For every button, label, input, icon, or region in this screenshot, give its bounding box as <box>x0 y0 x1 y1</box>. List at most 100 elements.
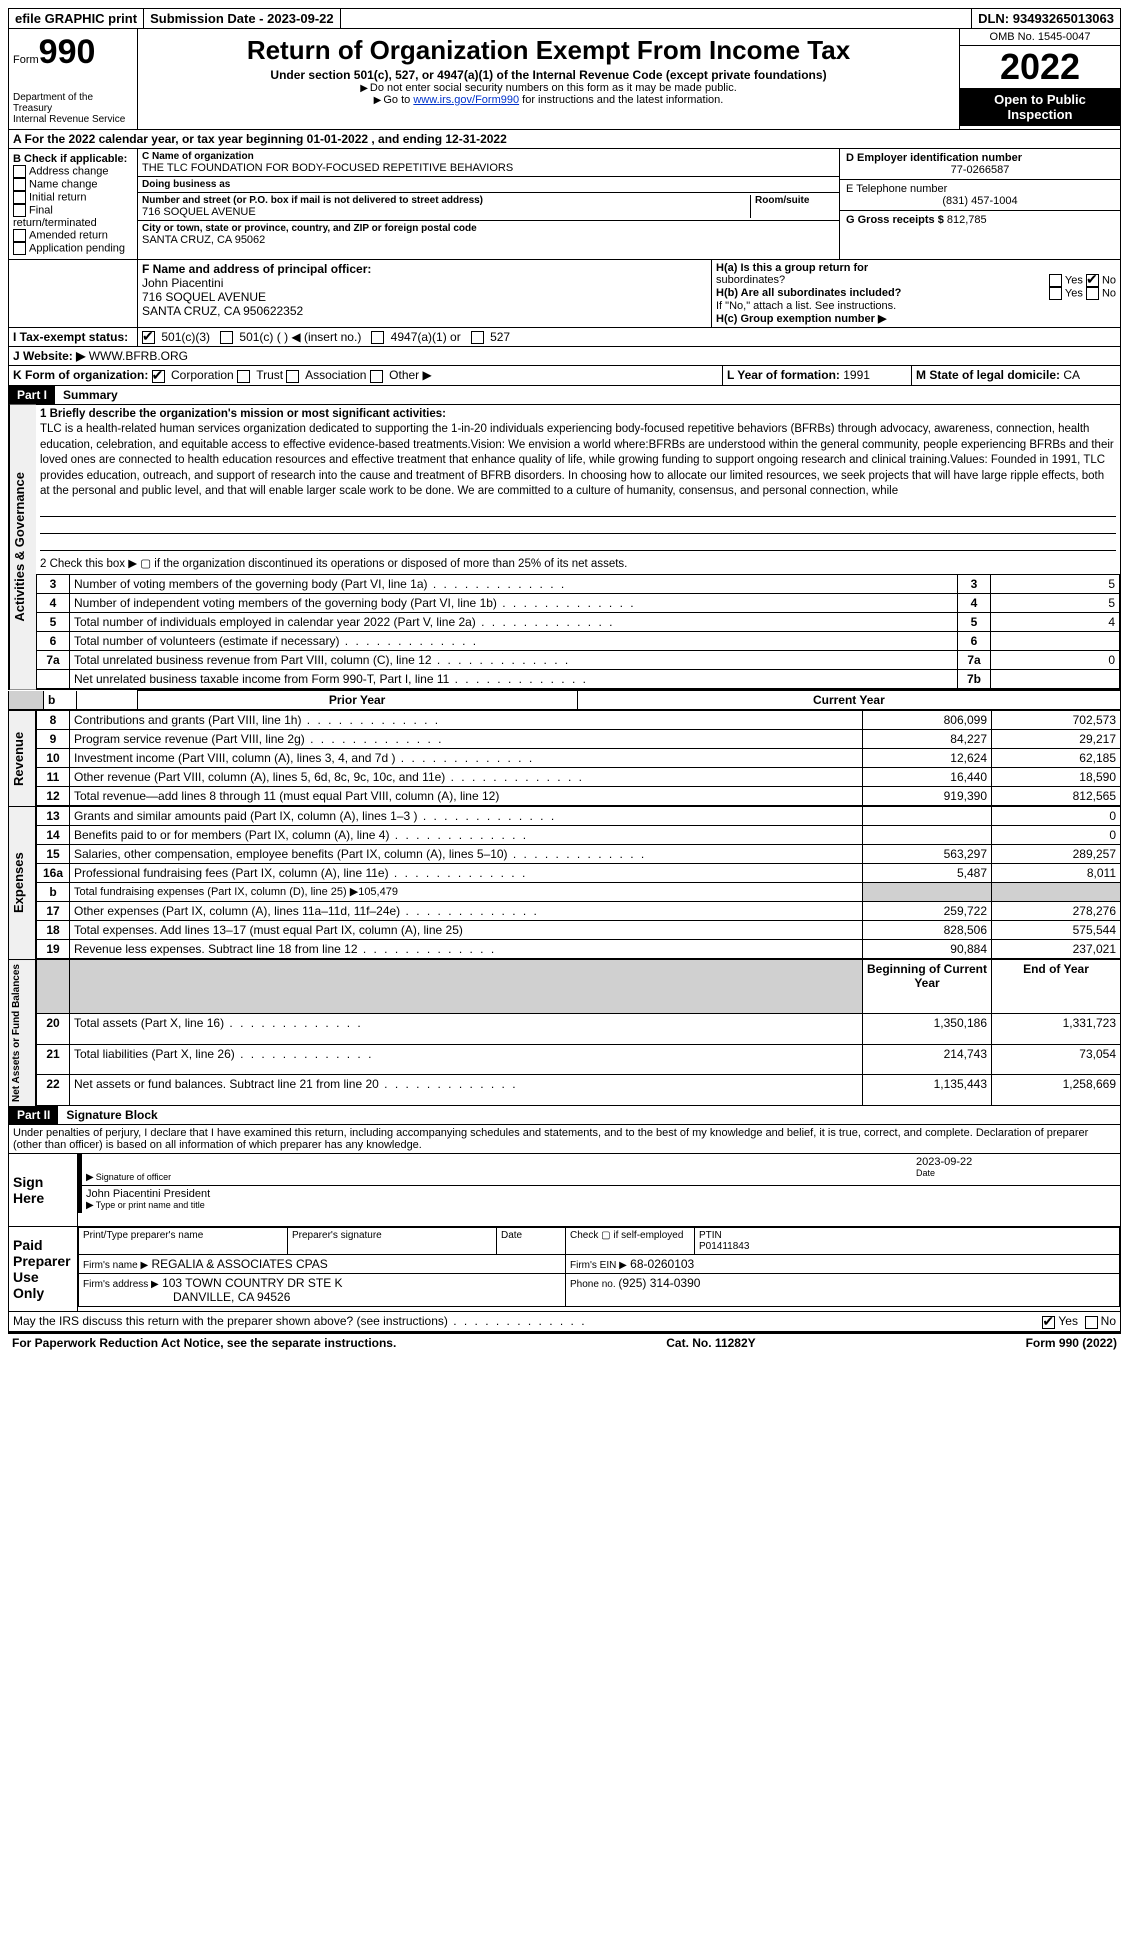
table-row: 12Total revenue—add lines 8 through 11 (… <box>37 787 1121 806</box>
form-header: Form990 Department of the Treasury Inter… <box>8 29 1121 130</box>
ptin: P01411843 <box>699 1241 749 1252</box>
check-other[interactable] <box>370 370 383 383</box>
table-row: 19Revenue less expenses. Subtract line 1… <box>37 940 1121 959</box>
city-state-zip: SANTA CRUZ, CA 95062 <box>142 234 835 246</box>
check-amended[interactable] <box>13 229 26 242</box>
check-assoc[interactable] <box>286 370 299 383</box>
check-name-change[interactable] <box>13 178 26 191</box>
table-row: 11Other revenue (Part VIII, column (A), … <box>37 768 1121 787</box>
row-f-h: F Name and address of principal officer:… <box>8 260 1121 328</box>
revenue-section: Revenue 8Contributions and grants (Part … <box>8 710 1121 806</box>
table-row: 15Salaries, other compensation, employee… <box>37 845 1121 864</box>
sign-here-section: Sign Here Signature of officer 2023-09-2… <box>8 1154 1121 1227</box>
governance-table: 3Number of voting members of the governi… <box>36 574 1120 689</box>
table-row: 3Number of voting members of the governi… <box>37 575 1120 594</box>
year-formation: 1991 <box>843 368 870 382</box>
vert-activities: Activities & Governance <box>9 405 36 690</box>
discuss-yes[interactable] <box>1042 1316 1055 1329</box>
goto-note: Go to www.irs.gov/Form990 for instructio… <box>146 94 951 106</box>
firm-ein: 68-0260103 <box>630 1257 694 1271</box>
check-527[interactable] <box>471 331 484 344</box>
table-row: 9Program service revenue (Part VIII, lin… <box>37 730 1121 749</box>
section-bcd: B Check if applicable: Address change Na… <box>8 149 1121 260</box>
irs-link[interactable]: www.irs.gov/Form990 <box>413 94 519 106</box>
gross-receipts: 812,785 <box>947 214 987 226</box>
form-title: Return of Organization Exempt From Incom… <box>146 35 951 66</box>
perjury-text: Under penalties of perjury, I declare th… <box>8 1125 1121 1154</box>
vert-revenue: Revenue <box>8 710 36 806</box>
check-501c[interactable] <box>220 331 233 344</box>
col-b-checkboxes: B Check if applicable: Address change Na… <box>9 149 138 259</box>
netassets-section: Net Assets or Fund Balances Beginning of… <box>8 959 1121 1106</box>
ssn-note: Do not enter social security numbers on … <box>146 82 951 94</box>
table-row: 10Investment income (Part VIII, column (… <box>37 749 1121 768</box>
officer-name: John Piacentini <box>142 276 707 290</box>
discuss-row: May the IRS discuss this return with the… <box>8 1312 1121 1331</box>
under-section: Under section 501(c), 527, or 4947(a)(1)… <box>146 68 951 82</box>
officer-typed-name: John Piacentini President <box>86 1188 1116 1200</box>
row-a-taxyear: A For the 2022 calendar year, or tax yea… <box>8 130 1121 149</box>
discuss-no[interactable] <box>1085 1316 1098 1329</box>
table-row: 6Total number of volunteers (estimate if… <box>37 632 1120 651</box>
table-row: Net unrelated business taxable income fr… <box>37 670 1120 689</box>
open-inspection: Open to Public Inspection <box>960 88 1120 126</box>
firm-phone: (925) 314-0390 <box>618 1276 700 1290</box>
mission-text: TLC is a health-related human services o… <box>40 423 1114 497</box>
omb-number: OMB No. 1545-0047 <box>960 29 1120 46</box>
dln: DLN: 93493265013063 <box>972 9 1120 28</box>
table-row: 7aTotal unrelated business revenue from … <box>37 651 1120 670</box>
table-row: 13Grants and similar amounts paid (Part … <box>37 807 1121 826</box>
check-initial-return[interactable] <box>13 191 26 204</box>
row-i-j: I Tax-exempt status: 501(c)(3) 501(c) ( … <box>8 328 1121 347</box>
top-bar: efile GRAPHIC print Submission Date - 20… <box>8 8 1121 29</box>
hb-no[interactable] <box>1086 287 1099 300</box>
col-d-idinfo: D Employer identification number 77-0266… <box>840 149 1120 259</box>
check-final-return[interactable] <box>13 204 26 217</box>
org-name: THE TLC FOUNDATION FOR BODY-FOCUSED REPE… <box>142 162 835 174</box>
check-address-change[interactable] <box>13 165 26 178</box>
check-trust[interactable] <box>237 370 250 383</box>
table-row: 4Number of independent voting members of… <box>37 594 1120 613</box>
col-c-orginfo: C Name of organization THE TLC FOUNDATIO… <box>138 149 840 259</box>
table-row: 5Total number of individuals employed in… <box>37 613 1120 632</box>
hb-yes[interactable] <box>1049 287 1062 300</box>
table-row: 22Net assets or fund balances. Subtract … <box>37 1075 1121 1106</box>
table-row: 18Total expenses. Add lines 13–17 (must … <box>37 921 1121 940</box>
state-domicile: CA <box>1063 368 1080 382</box>
website: WWW.BFRB.ORG <box>85 349 188 363</box>
part-ii-header: Part II Signature Block <box>8 1106 1121 1125</box>
check-app-pending[interactable] <box>13 242 26 255</box>
check-501c3[interactable] <box>142 331 155 344</box>
tax-year: 2022 <box>960 46 1120 88</box>
table-row: 8Contributions and grants (Part VIII, li… <box>37 711 1121 730</box>
form-number: Form990 <box>13 33 133 72</box>
ein: 77-0266587 <box>846 164 1114 176</box>
ha-yes[interactable] <box>1049 274 1062 287</box>
check-corp[interactable] <box>152 370 165 383</box>
row-j-website: J Website: ▶ WWW.BFRB.ORG <box>8 347 1121 366</box>
check-4947[interactable] <box>371 331 384 344</box>
footer: For Paperwork Reduction Act Notice, see … <box>8 1332 1121 1352</box>
part-i-body: Activities & Governance 1 Briefly descri… <box>8 405 1121 691</box>
table-row: bTotal fundraising expenses (Part IX, co… <box>37 883 1121 902</box>
street-address: 716 SOQUEL AVENUE <box>142 206 750 218</box>
table-row: 17Other expenses (Part IX, column (A), l… <box>37 902 1121 921</box>
phone: (831) 457-1004 <box>846 195 1114 207</box>
vert-netassets: Net Assets or Fund Balances <box>8 959 36 1106</box>
firm-name: REGALIA & ASSOCIATES CPAS <box>152 1257 328 1271</box>
table-row: 16aProfessional fundraising fees (Part I… <box>37 864 1121 883</box>
sig-date: 2023-09-22 <box>916 1156 1116 1168</box>
expenses-section: Expenses 13Grants and similar amounts pa… <box>8 806 1121 959</box>
row-klm: K Form of organization: Corporation Trus… <box>8 366 1121 385</box>
vert-expenses: Expenses <box>8 806 36 959</box>
part-i-header: Part I Summary <box>8 386 1121 405</box>
table-row: 20Total assets (Part X, line 16)1,350,18… <box>37 1013 1121 1044</box>
table-row: 21Total liabilities (Part X, line 26)214… <box>37 1044 1121 1075</box>
table-row: 14Benefits paid to or for members (Part … <box>37 826 1121 845</box>
paid-preparer-section: Paid Preparer Use Only Print/Type prepar… <box>8 1227 1121 1312</box>
prior-current-header: b Prior Year Current Year <box>8 690 1121 710</box>
efile-label: efile GRAPHIC print <box>9 9 144 28</box>
submission-date: Submission Date - 2023-09-22 <box>144 9 341 28</box>
dept-treasury: Department of the Treasury Internal Reve… <box>13 92 133 125</box>
ha-no[interactable] <box>1086 274 1099 287</box>
